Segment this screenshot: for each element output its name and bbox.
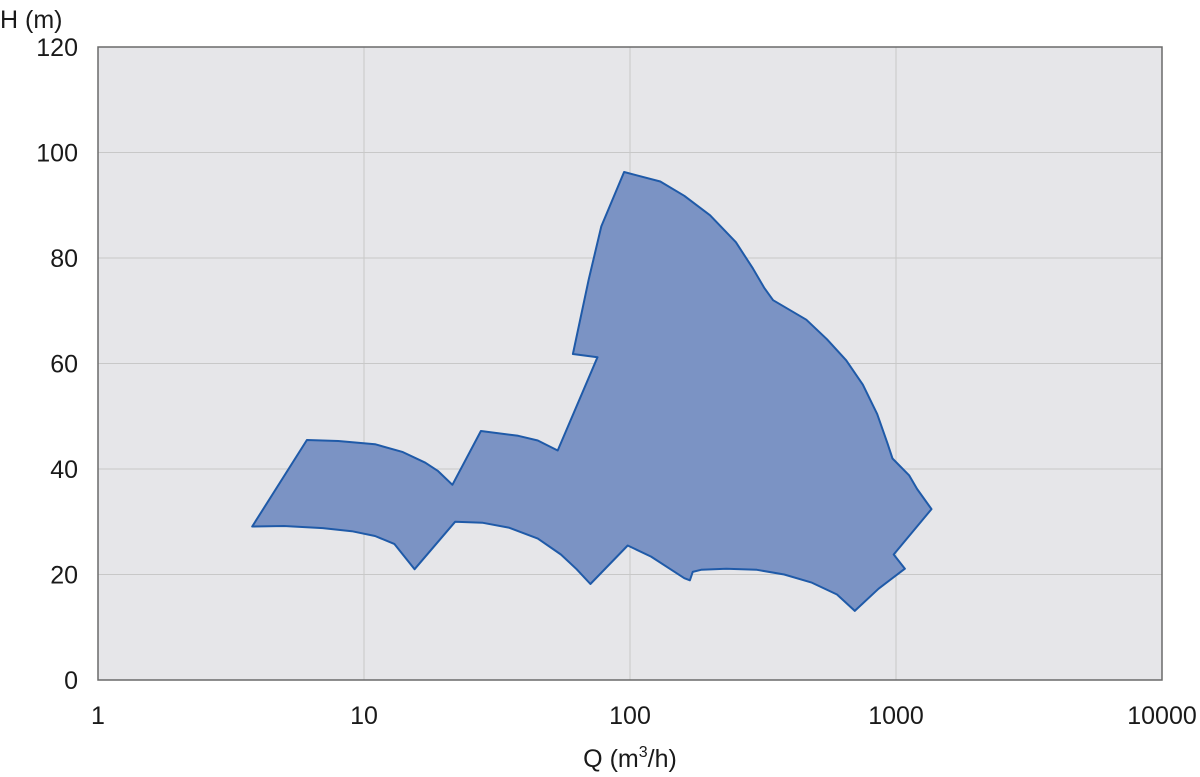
- x-tick-label: 100: [609, 702, 651, 730]
- x-axis-label: Q (m3/h): [583, 744, 677, 773]
- plot-frame: [97, 46, 1163, 681]
- x-axis-ticks: 1 10 100 1000 10000: [91, 702, 1197, 730]
- y-tick-label: 100: [36, 140, 78, 168]
- x-tick-label: 1: [91, 702, 105, 730]
- y-axis-label: H (m): [0, 6, 62, 34]
- y-tick-label: 20: [50, 562, 78, 590]
- y-tick-label: 0: [64, 667, 78, 695]
- x-tick-label: 10000: [1127, 702, 1197, 730]
- y-tick-label: 40: [50, 456, 78, 484]
- x-tick-label: 10: [350, 702, 378, 730]
- y-tick-label: 60: [50, 351, 78, 379]
- y-axis-ticks: 0 20 40 60 80 100 120: [36, 34, 78, 695]
- y-tick-label: 80: [50, 245, 78, 273]
- y-tick-label: 120: [36, 34, 78, 62]
- operating-range-area: [251, 171, 933, 612]
- x-tick-label: 1000: [868, 702, 924, 730]
